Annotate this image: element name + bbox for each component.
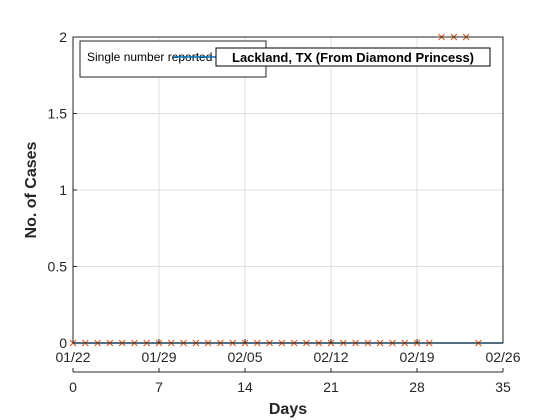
title-text: Lackland, TX (From Diamond Princess) <box>232 50 474 65</box>
x-tick-label-2: 14 <box>237 379 253 395</box>
x-tick-label-5: 35 <box>495 379 511 395</box>
x-tick-label-4: 28 <box>409 379 425 395</box>
date-tick-label-0: 01/22 <box>55 349 90 365</box>
y-tick-label-4: 2 <box>59 29 67 45</box>
chart-title: Lackland, TX (From Diamond Princess) <box>215 47 491 67</box>
x-tick-label-3: 21 <box>323 379 339 395</box>
x-axis-ticks: 0 7 14 21 28 35 <box>69 368 511 395</box>
x-axis-label: Days <box>269 401 307 418</box>
y-axis-ticks: 0 0.5 1 1.5 2 <box>48 29 77 351</box>
date-tick-label-1: 01/29 <box>141 349 176 365</box>
title-box <box>215 47 491 67</box>
date-axis-ticks: 01/22 01/29 02/05 02/12 02/19 02/26 <box>55 339 521 365</box>
x-tick-label-1: 7 <box>155 379 163 395</box>
y-tick-label-1: 0.5 <box>48 259 68 275</box>
grid <box>73 37 503 343</box>
date-tick-label-5: 02/26 <box>485 349 520 365</box>
date-tick-label-3: 02/12 <box>313 349 348 365</box>
y-tick-label-2: 1 <box>59 182 67 198</box>
date-tick-label-2: 02/05 <box>227 349 262 365</box>
y-axis-label: No. of Cases <box>23 141 40 238</box>
y-tick-label-0: 0 <box>59 335 67 351</box>
x-tick-label-0: 0 <box>69 379 77 395</box>
y-tick-label-3: 1.5 <box>48 106 68 122</box>
date-tick-label-4: 02/19 <box>399 349 434 365</box>
legend-label: Single number reported <box>87 50 212 64</box>
